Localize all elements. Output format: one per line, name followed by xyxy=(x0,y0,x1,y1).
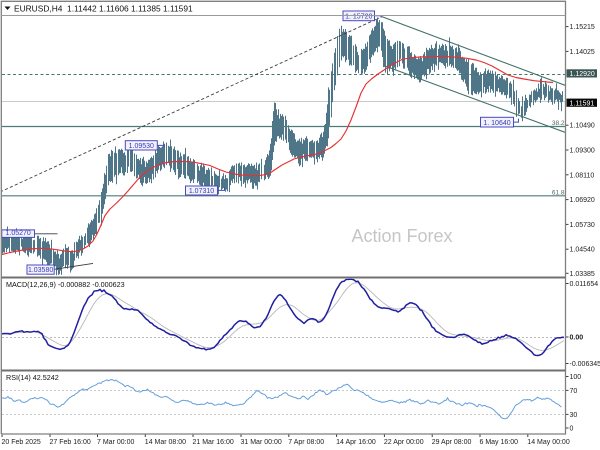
svg-text:14 May 00:00: 14 May 00:00 xyxy=(527,439,570,446)
svg-text:1.03580: 1.03580 xyxy=(28,267,53,274)
svg-text:7 Mar 00:00: 7 Mar 00:00 xyxy=(97,439,134,446)
svg-text:1.11591: 1.11591 xyxy=(570,101,595,108)
svg-text:0.00: 0.00 xyxy=(570,335,584,342)
svg-text:RSI(14) 42.5242: RSI(14) 42.5242 xyxy=(6,373,59,382)
svg-text:1.09300: 1.09300 xyxy=(570,148,595,155)
svg-text:1.14025: 1.14025 xyxy=(570,49,595,56)
svg-text:1.10490: 1.10490 xyxy=(570,123,595,130)
svg-text:1.09530: 1.09530 xyxy=(129,143,154,150)
svg-text:70: 70 xyxy=(570,388,578,395)
svg-text:38.2: 38.2 xyxy=(552,120,565,127)
svg-text:1.03385: 1.03385 xyxy=(570,271,595,278)
svg-text:1.07310: 1.07310 xyxy=(189,188,214,195)
svg-text:21 Mar 16:00: 21 Mar 16:00 xyxy=(193,439,234,446)
svg-text:1.05730: 1.05730 xyxy=(570,222,595,229)
svg-text:100: 100 xyxy=(570,374,582,381)
svg-text:30: 30 xyxy=(570,412,578,419)
svg-text:1.15215: 1.15215 xyxy=(570,24,595,31)
svg-text:1.08110: 1.08110 xyxy=(570,172,595,179)
svg-text:31 Mar 00:00: 31 Mar 00:00 xyxy=(241,439,282,446)
svg-text:1. 10640: 1. 10640 xyxy=(483,120,510,127)
svg-text:20 Feb 2025: 20 Feb 2025 xyxy=(2,439,41,446)
svg-text:0: 0 xyxy=(570,426,574,433)
svg-text:7 Apr 08:00: 7 Apr 08:00 xyxy=(288,439,324,446)
svg-text:-0.006345: -0.006345 xyxy=(570,361,600,368)
svg-text:MACD(12,26,9) -0.000882 -0.000: MACD(12,26,9) -0.000882 -0.000623 xyxy=(6,280,125,289)
svg-text:14 Apr 16:00: 14 Apr 16:00 xyxy=(336,439,376,446)
svg-text:1. 15720: 1. 15720 xyxy=(345,14,372,21)
svg-text:0.011654: 0.011654 xyxy=(570,281,599,288)
svg-text:EURUSD,H4 1.11442 1.11606 1.1: EURUSD,H4 1.11442 1.11606 1.11385 1.1159… xyxy=(14,3,193,13)
svg-text:1.04540: 1.04540 xyxy=(570,247,595,254)
svg-text:1.05270: 1.05270 xyxy=(5,230,30,237)
svg-text:61.8: 61.8 xyxy=(552,189,565,196)
svg-text:Action Forex: Action Forex xyxy=(351,226,452,246)
svg-text:1.12920: 1.12920 xyxy=(570,71,595,78)
svg-text:14 Mar 08:00: 14 Mar 08:00 xyxy=(145,439,186,446)
svg-text:1.06920: 1.06920 xyxy=(570,197,595,204)
svg-text:29 Apr 08:00: 29 Apr 08:00 xyxy=(432,439,472,446)
svg-text:27 Feb 16:00: 27 Feb 16:00 xyxy=(50,439,91,446)
svg-text:22 Apr 00:00: 22 Apr 00:00 xyxy=(384,439,424,446)
svg-text:6 May 16:00: 6 May 16:00 xyxy=(480,439,519,446)
